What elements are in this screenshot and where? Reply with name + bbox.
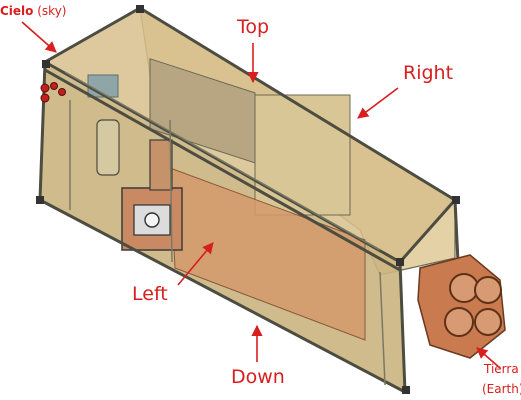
side-window [96,119,120,176]
internal-partition [254,94,351,216]
label-cielo-main: Cielo [0,4,34,18]
tierra-arrow [476,347,501,369]
cielo-arrow [21,21,57,53]
label-cielo: Cielo (sky) [0,5,67,17]
connector-port [144,212,160,228]
side-window-upper [149,139,173,191]
right-arrow [357,87,399,119]
frame-rails [38,6,460,394]
label-cielo-note: (sky) [37,4,67,18]
optics-housing [417,254,506,359]
label-tierra-note: (Earth) [482,382,521,396]
direction-arrows [21,21,501,369]
label-down: Down [231,366,285,388]
label-right: Right [403,62,454,84]
lens-2 [474,276,502,304]
lens-1 [449,273,479,303]
label-tierra: Tierra [484,362,519,376]
corner-fasteners [36,5,460,394]
lens-4 [474,308,502,336]
lens-3 [444,307,474,337]
left-arrow [177,242,214,286]
panel-stiffeners [64,71,386,386]
label-left: Left [132,283,168,305]
deployment-switches [40,82,66,103]
label-top: Top [237,16,270,38]
